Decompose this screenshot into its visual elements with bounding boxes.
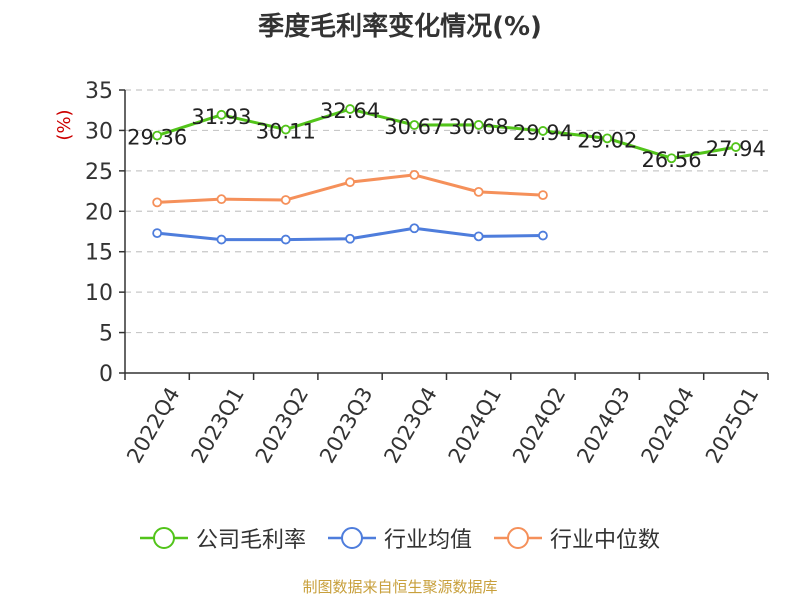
x-tick-label: 2024Q2 (508, 383, 570, 467)
data-label: 29.02 (577, 128, 637, 152)
data-point (473, 186, 484, 197)
data-point (409, 169, 420, 180)
y-tick-label: 30 (85, 119, 113, 144)
data-label: 29.94 (513, 121, 573, 145)
x-tick-label: 2024Q1 (444, 383, 506, 467)
gridlines (125, 89, 768, 334)
legend-marker-icon (494, 527, 542, 549)
series-line (156, 107, 737, 160)
y-tick-label: 10 (85, 281, 113, 306)
legend: 公司毛利率 行业均值 行业中位数 (0, 518, 800, 558)
x-tick-label: 2022Q4 (122, 383, 184, 467)
legend-item[interactable]: 行业均值 (327, 522, 472, 554)
data-point (345, 104, 355, 114)
data-point (216, 194, 227, 205)
legend-item[interactable]: 行业中位数 (494, 522, 660, 554)
data-label: 26.56 (641, 148, 701, 172)
data-point (152, 197, 163, 208)
data-point (152, 228, 163, 239)
data-label: 30.67 (384, 115, 444, 139)
y-tick-label: 35 (85, 79, 113, 104)
legend-item[interactable]: 公司毛利率 (139, 522, 306, 554)
x-tick-label: 2025Q1 (701, 383, 763, 467)
x-tick-label: 2024Q3 (572, 383, 634, 467)
data-label: 27.94 (706, 137, 766, 161)
data-label: 30.11 (256, 120, 316, 144)
y-axis-label: (%) (54, 109, 75, 140)
legend-label: 行业中位数 (550, 528, 661, 553)
data-point (538, 126, 548, 136)
y-tick-label: 25 (85, 160, 113, 185)
data-point (538, 190, 548, 201)
data-point (473, 120, 484, 130)
data-label: 29.36 (127, 126, 187, 150)
y-tick-label: 5 (99, 322, 113, 347)
x-tick-label: 2023Q1 (186, 383, 248, 467)
data-point (473, 231, 484, 242)
data-point (345, 233, 355, 244)
legend-label: 行业均值 (383, 528, 472, 553)
y-tick-label: 15 (85, 241, 113, 266)
data-point (216, 109, 227, 120)
x-tick-label: 2023Q3 (315, 383, 377, 467)
data-point (216, 234, 227, 245)
data-label: 30.68 (449, 115, 509, 139)
x-tick-label: 2023Q2 (251, 383, 313, 467)
y-tick-label: 20 (85, 200, 113, 225)
chart-title: 季度毛利率变化情况(%) (258, 12, 542, 42)
data-point (666, 153, 677, 164)
data-point (602, 133, 613, 144)
data-point (152, 130, 163, 141)
data-point (730, 142, 741, 152)
data-point (280, 234, 291, 245)
data-point (345, 177, 355, 188)
data-point (280, 124, 291, 135)
source-note: 制图数据来自恒生聚源数据库 (302, 578, 498, 596)
y-tick-label: 0 (99, 362, 113, 387)
data-label: 32.64 (320, 99, 380, 123)
legend-marker-icon (327, 527, 376, 549)
legend-marker-icon (139, 527, 188, 549)
x-tick-label: 2023Q4 (379, 383, 441, 467)
data-label: 31.93 (191, 105, 251, 129)
data-point (280, 195, 291, 205)
data-point (409, 120, 420, 130)
data-point (409, 223, 420, 234)
x-tick-label: 2024Q4 (637, 383, 699, 467)
data-point (538, 230, 548, 241)
legend-label: 公司毛利率 (195, 528, 306, 553)
series-lines (152, 104, 741, 245)
